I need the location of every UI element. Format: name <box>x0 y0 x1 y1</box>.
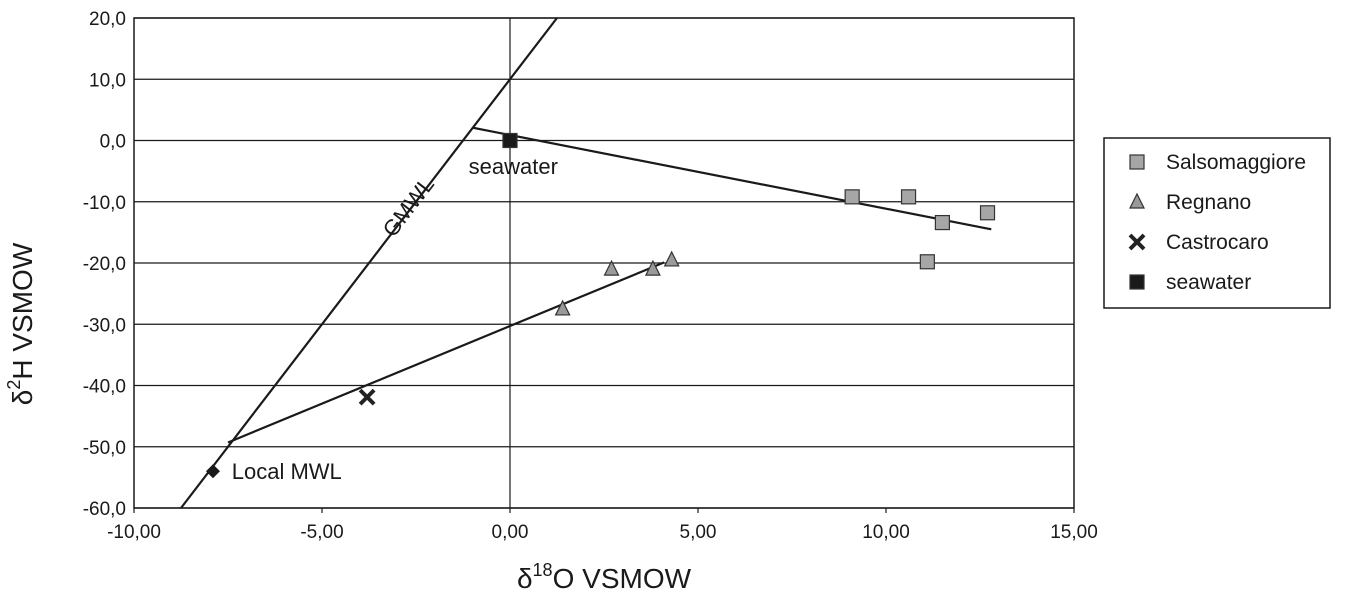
y-tick-label: 20,0 <box>89 9 126 30</box>
legend-marker-castrocaro-stroke <box>1128 233 1146 251</box>
x-tick-label: 0,00 <box>492 522 529 543</box>
y-axis-title: δ2H VSMOW <box>4 242 38 405</box>
castrocaro-point <box>358 388 376 406</box>
legend: Salsomaggiore Regnano Castrocaro seawater <box>1103 137 1331 309</box>
plot-frame <box>133 17 1075 509</box>
regnano-point <box>554 299 571 316</box>
salsomaggiore-point <box>979 205 996 221</box>
salsomaggiore-point <box>900 189 917 205</box>
legend-label-regnano: Regnano <box>1166 191 1251 214</box>
mixing-lower-line <box>227 261 665 444</box>
legend-label-seawater: seawater <box>1166 271 1251 294</box>
y-tick-label: -50,0 <box>83 438 126 459</box>
seawater-point <box>502 132 518 149</box>
local-mwl-label: Local MWL <box>232 459 342 484</box>
mixing-upper-line <box>472 126 992 231</box>
castrocaro-point-stroke <box>358 388 376 406</box>
x-tick-label: -10,00 <box>107 522 161 543</box>
y-tick-label: 0,0 <box>100 132 126 153</box>
y-tick-label: -40,0 <box>83 377 126 398</box>
salsomaggiore-point <box>919 254 935 270</box>
y-tick-label: -60,0 <box>83 499 126 520</box>
legend-marker-seawater <box>1129 274 1145 290</box>
salsomaggiore-point <box>844 189 860 205</box>
salsomaggiore-point <box>934 214 951 231</box>
legend-marker-castrocaro <box>1128 233 1146 251</box>
data-points <box>205 132 996 479</box>
y-tick-label: -10,0 <box>83 193 126 214</box>
axes: 20,0 10,0 0,0 -10,0 -20,0 -30,0 -40,0 -50,0 -60,… <box>83 9 1098 543</box>
y-tick-label: -20,0 <box>83 254 126 275</box>
x-tick-label: 5,00 <box>680 522 717 543</box>
x-tick-label: -5,00 <box>300 522 343 543</box>
legend-label-castrocaro: Castrocaro <box>1166 231 1269 254</box>
x-tick-label: 15,00 <box>1050 522 1098 543</box>
regression-lines <box>180 17 992 509</box>
legend-marker-regnano <box>1129 192 1145 209</box>
regnano-point <box>644 259 661 276</box>
gmwl-line <box>180 17 558 509</box>
y-tick-label: 10,0 <box>89 70 126 91</box>
y-tick-label: -30,0 <box>83 315 126 336</box>
regnano-point <box>603 259 620 276</box>
local-mwl-point <box>205 464 220 479</box>
legend-marker-salsomaggiore <box>1129 154 1145 170</box>
legend-label-salsomaggiore: Salsomaggiore <box>1166 151 1306 174</box>
gmwl-label: GMWL <box>378 172 440 242</box>
x-axis-title: δ18O VSMOW <box>517 560 692 594</box>
seawater-label: seawater <box>469 154 558 179</box>
regnano-point <box>663 250 680 267</box>
x-tick-label: 10,00 <box>862 522 910 543</box>
annotations: GMWL seawater Local MWL <box>232 154 558 484</box>
